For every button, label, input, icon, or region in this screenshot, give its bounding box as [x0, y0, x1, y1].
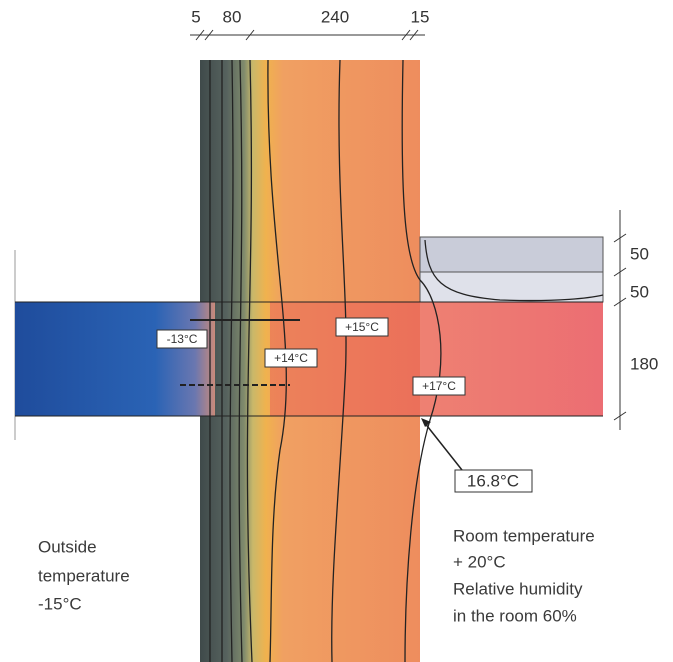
dimension-label: 15	[411, 7, 430, 26]
screed-layer	[420, 237, 603, 272]
arrow-head	[421, 418, 431, 427]
callout-arrow	[424, 422, 462, 470]
dimension-label: 240	[321, 7, 349, 26]
temperature-label: +17°C	[422, 379, 456, 393]
dimension-label: 80	[223, 7, 242, 26]
outside-note: Outside	[38, 537, 97, 556]
dimension-label: 5	[191, 7, 200, 26]
room-note: Relative humidity	[453, 579, 583, 598]
balcony-slab	[15, 302, 215, 416]
dimension-label: 180	[630, 354, 658, 373]
outside-note: temperature	[38, 566, 130, 585]
outside-note: -15°C	[38, 594, 82, 613]
temperature-label: +14°C	[274, 351, 308, 365]
dimension-label: 50	[630, 282, 649, 301]
room-note: + 20°C	[453, 552, 506, 571]
callout-label: 16.8°C	[467, 471, 519, 490]
room-note: Room temperature	[453, 526, 595, 545]
page: 5 80 240 15 50 50 180 -13°C +14°C +15°C …	[0, 0, 673, 662]
dimension-label: 50	[630, 244, 649, 263]
room-note: in the room 60%	[453, 606, 577, 625]
temperature-label: +15°C	[345, 320, 379, 334]
diagram: 5 80 240 15 50 50 180 -13°C +14°C +15°C …	[0, 0, 673, 662]
temperature-label: -13°C	[167, 332, 198, 346]
